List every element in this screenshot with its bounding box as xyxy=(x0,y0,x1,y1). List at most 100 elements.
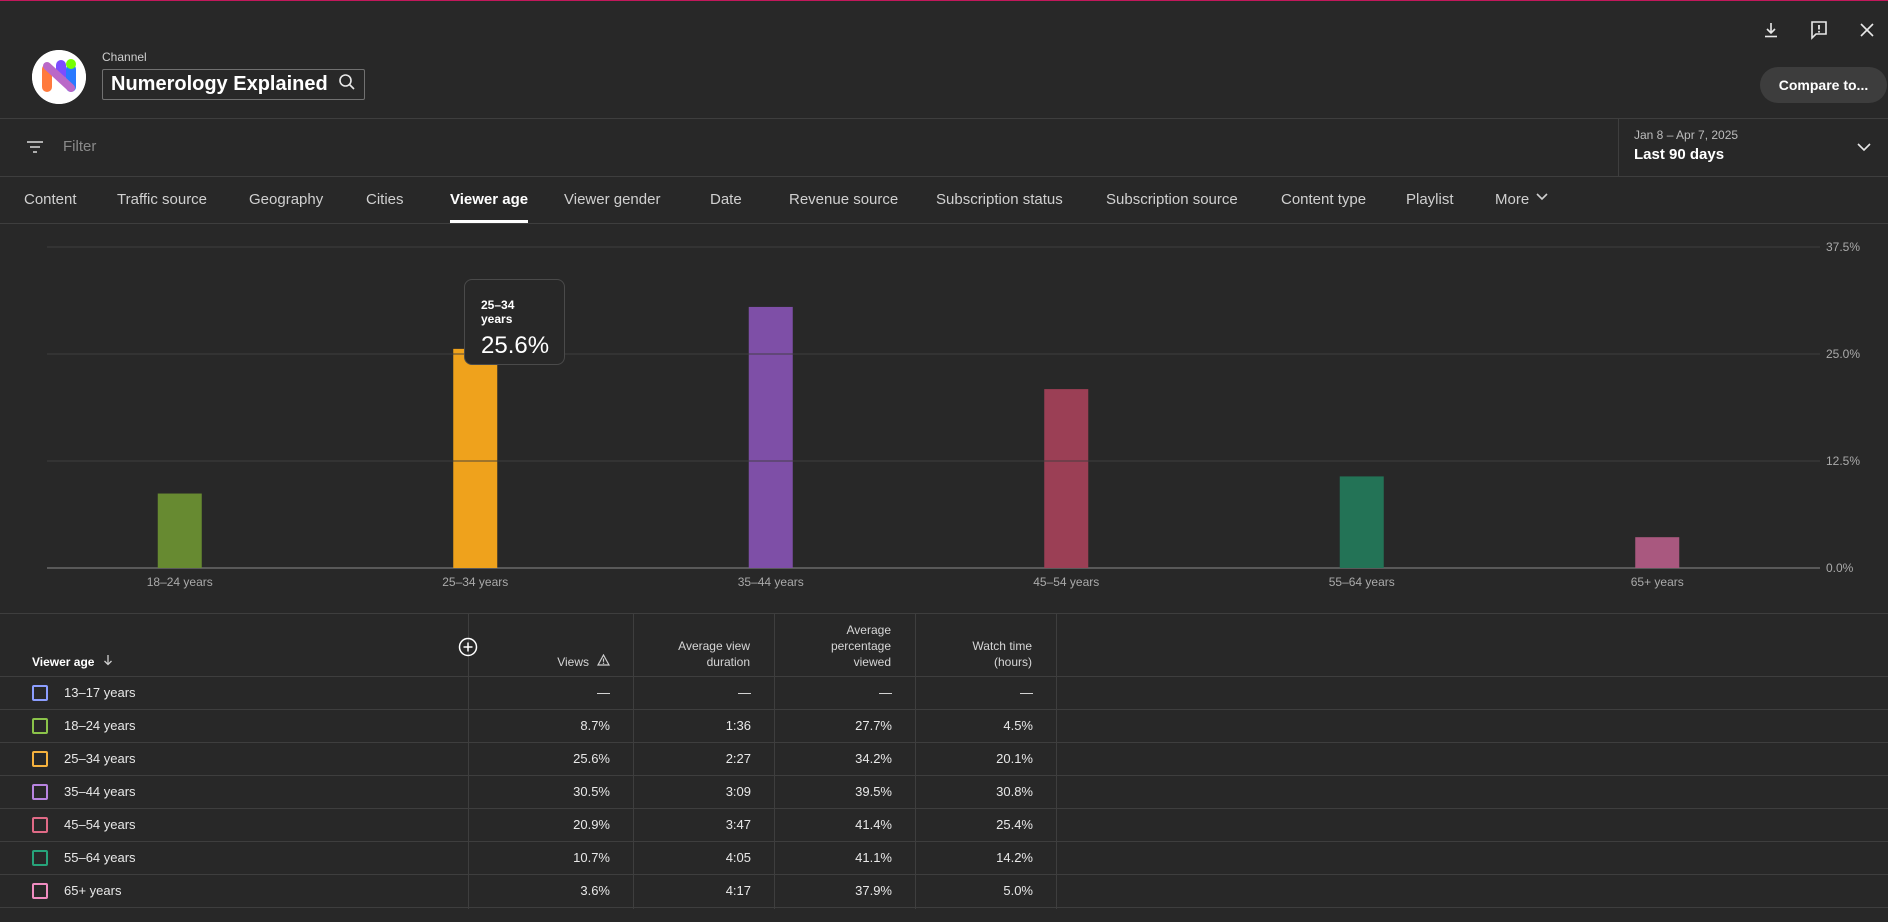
column-header-avg-percentage-viewed[interactable]: Average percentage viewed xyxy=(791,622,891,670)
bar-3[interactable] xyxy=(1044,389,1089,568)
download-icon[interactable] xyxy=(1758,17,1784,43)
column-divider xyxy=(915,613,916,909)
cell-watch: 4.5% xyxy=(1003,718,1033,733)
row-checkbox[interactable] xyxy=(32,817,48,833)
warning-icon xyxy=(596,653,611,670)
table-row[interactable]: 65+ years 3.6% 4:17 37.9% 5.0% xyxy=(0,874,1888,907)
table-bottom-border xyxy=(0,907,1888,908)
bar-5[interactable] xyxy=(1635,537,1680,568)
row-checkbox[interactable] xyxy=(32,850,48,866)
x-tick-label: 25–34 years xyxy=(442,575,508,589)
bar-2[interactable] xyxy=(748,306,793,568)
cell-pct: 41.1% xyxy=(855,850,892,865)
tab-content-type[interactable]: Content type xyxy=(1281,191,1367,208)
table-row[interactable]: 13–17 years — — — — xyxy=(0,676,1888,709)
date-range-text: Jan 8 – Apr 7, 2025 xyxy=(1634,128,1739,142)
x-tick-label: 65+ years xyxy=(1631,575,1684,589)
row-checkbox[interactable] xyxy=(32,718,48,734)
y-tick-label: 0.0% xyxy=(1826,561,1854,575)
tab-subscription-source[interactable]: Subscription source xyxy=(1106,191,1238,208)
row-label: 18–24 years xyxy=(64,718,136,733)
tab-date[interactable]: Date xyxy=(710,191,742,208)
channel-avatar xyxy=(32,50,86,104)
viewer-age-chart: 0.0% 12.5% 25.0% 37.5% 18–24 years 25–34 year… xyxy=(47,240,1860,589)
row-label: 45–54 years xyxy=(64,817,136,832)
sort-down-icon[interactable] xyxy=(102,654,114,670)
tab-more-label: More xyxy=(1495,191,1530,208)
tab-playlist[interactable]: Playlist xyxy=(1406,191,1454,208)
divider xyxy=(0,176,1888,177)
close-icon[interactable] xyxy=(1854,17,1880,43)
row-checkbox[interactable] xyxy=(32,883,48,899)
compare-to-button[interactable]: Compare to... xyxy=(1760,67,1887,103)
cell-pct: 41.4% xyxy=(855,817,892,832)
column-divider xyxy=(1056,613,1057,909)
column-header-views-label: Views xyxy=(557,655,589,669)
chevron-down-icon[interactable] xyxy=(1856,139,1872,155)
add-column-icon[interactable] xyxy=(458,637,478,657)
feedback-icon[interactable] xyxy=(1806,17,1832,43)
search-icon[interactable] xyxy=(338,73,356,96)
tab-cities[interactable]: Cities xyxy=(366,191,404,208)
row-label: 35–44 years xyxy=(64,784,136,799)
header-line: (hours) xyxy=(993,655,1032,669)
column-header-watch-time[interactable]: Watch time (hours) xyxy=(932,638,1032,670)
tab-traffic-source[interactable]: Traffic source xyxy=(117,191,208,208)
column-header-viewer-age[interactable]: Viewer age xyxy=(32,654,114,670)
column-header-avg-view-duration[interactable]: Average view duration xyxy=(650,638,750,670)
header-line: duration xyxy=(706,655,750,669)
cell-watch: 20.1% xyxy=(996,751,1033,766)
tab-more[interactable]: More xyxy=(1495,177,1549,223)
column-header-views[interactable]: Views xyxy=(540,653,611,670)
tab-viewer-gender[interactable]: Viewer gender xyxy=(564,191,661,208)
bar-4[interactable] xyxy=(1339,476,1384,568)
tab-subscription-status[interactable]: Subscription status xyxy=(936,191,1063,208)
cell-views: 30.5% xyxy=(573,784,610,799)
table-row[interactable]: 25–34 years 25.6% 2:27 34.2% 20.1% xyxy=(0,742,1888,775)
header-line: percentage xyxy=(830,639,891,653)
tab-content[interactable]: Content xyxy=(24,191,77,208)
y-tick-label: 12.5% xyxy=(1826,454,1860,468)
table-row[interactable]: 45–54 years 20.9% 3:47 41.4% 25.4% xyxy=(0,808,1888,841)
cell-views: — xyxy=(597,685,610,700)
y-tick-label: 37.5% xyxy=(1826,240,1860,254)
divider xyxy=(0,613,1888,614)
channel-selector[interactable]: Numerology Explained xyxy=(102,69,365,100)
table-row[interactable]: 55–64 years 10.7% 4:05 41.1% 14.2% xyxy=(0,841,1888,874)
cell-pct: 27.7% xyxy=(855,718,892,733)
cell-pct: 37.9% xyxy=(855,883,892,898)
cell-pct: 34.2% xyxy=(855,751,892,766)
date-range-label: Last 90 days xyxy=(1634,146,1725,163)
cell-duration: 3:09 xyxy=(725,784,751,799)
table-row[interactable]: 35–44 years 30.5% 3:09 39.5% 30.8% xyxy=(0,775,1888,808)
data-table: Viewer age Views Average view duration A… xyxy=(0,613,1888,922)
row-checkbox[interactable] xyxy=(32,685,48,701)
row-checkbox[interactable] xyxy=(32,784,48,800)
header-line: Average xyxy=(846,623,891,637)
row-label: 25–34 years xyxy=(64,751,136,766)
column-header-viewer-age-label: Viewer age xyxy=(32,655,95,669)
y-tick-label: 25.0% xyxy=(1826,347,1860,361)
date-range-selector[interactable] xyxy=(1618,119,1888,177)
cell-pct: — xyxy=(879,685,892,700)
chevron-down-icon xyxy=(1535,177,1549,223)
cell-pct: 39.5% xyxy=(855,784,892,799)
bar-1[interactable] xyxy=(453,348,498,568)
tab-revenue-source[interactable]: Revenue source xyxy=(789,191,899,208)
filter-icon[interactable] xyxy=(24,136,46,158)
filter-input[interactable]: Filter xyxy=(63,138,97,155)
bar-0[interactable] xyxy=(157,493,202,568)
cell-views: 10.7% xyxy=(573,850,610,865)
x-tick-label: 18–24 years xyxy=(147,575,213,589)
row-checkbox[interactable] xyxy=(32,751,48,767)
tab-viewer-age[interactable]: Viewer age xyxy=(450,177,529,223)
column-divider xyxy=(633,613,634,909)
cell-views: 8.7% xyxy=(580,718,610,733)
header-line: Average view xyxy=(678,639,750,653)
table-row[interactable]: 18–24 years 8.7% 1:36 27.7% 4.5% xyxy=(0,709,1888,742)
cell-duration: — xyxy=(738,685,751,700)
cell-duration: 1:36 xyxy=(725,718,751,733)
header-line: Watch time xyxy=(972,639,1032,653)
column-divider xyxy=(468,613,469,909)
tab-geography[interactable]: Geography xyxy=(249,191,324,208)
